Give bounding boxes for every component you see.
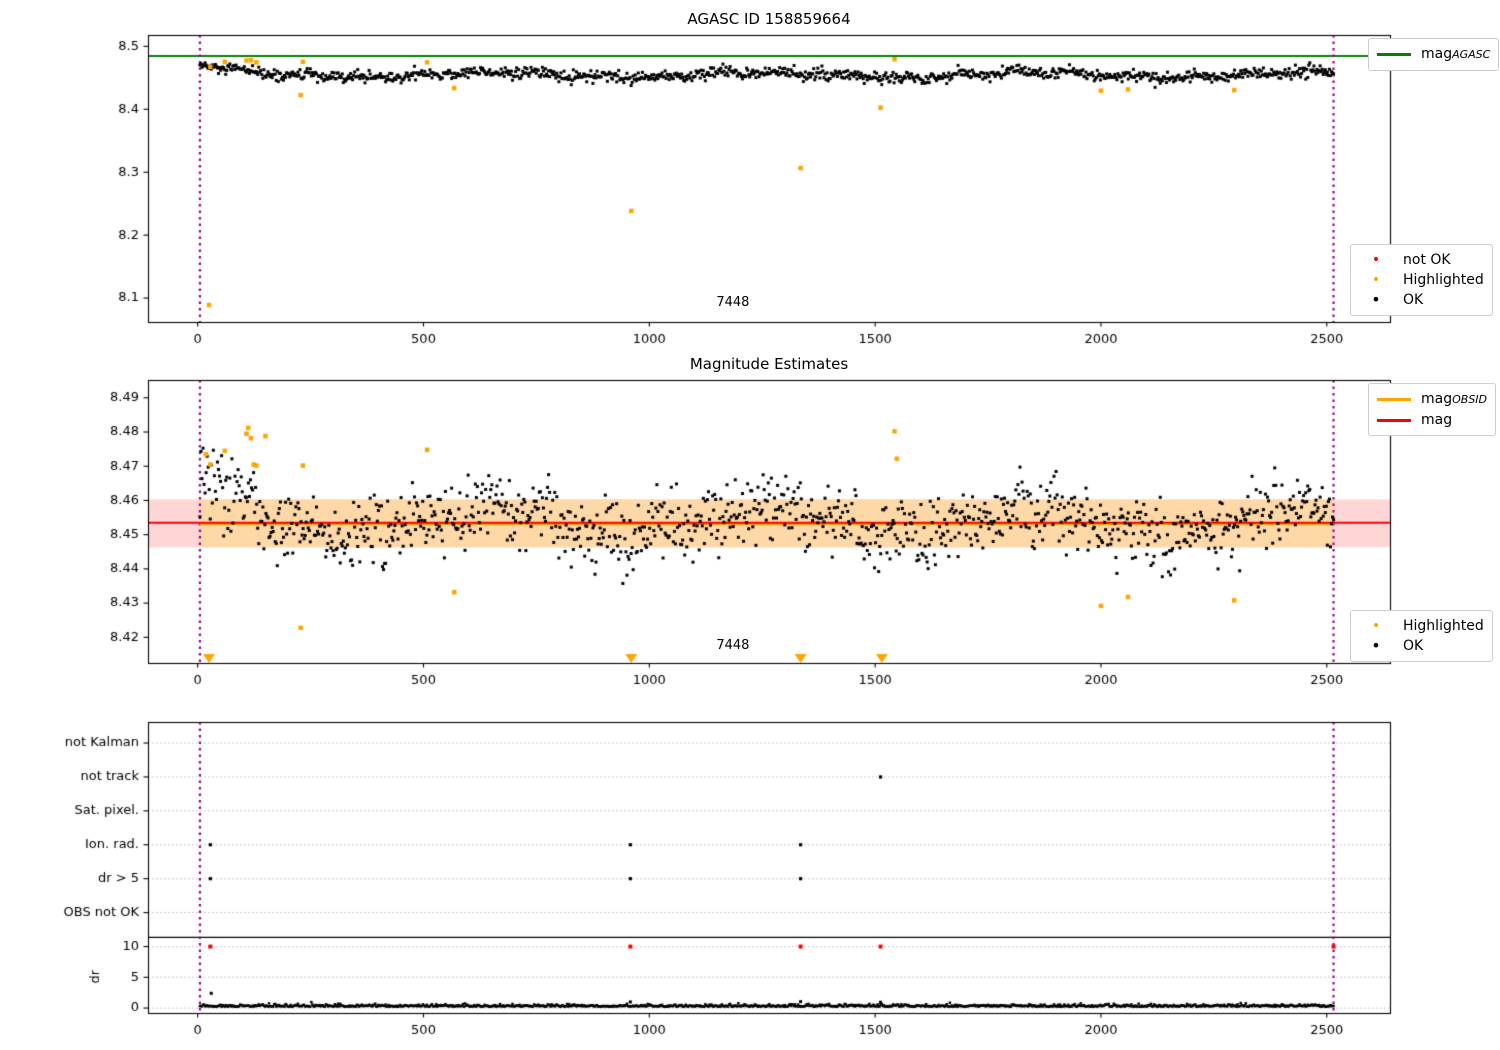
legend-middle-points[interactable]: • Highlighted • OK bbox=[1350, 610, 1493, 662]
legend-mid-lines-label-1: mag bbox=[1421, 412, 1453, 428]
legend-mid-lines-swatch-1 bbox=[1377, 418, 1411, 422]
legend-top-points[interactable]: • not OK • Highlighted • OK bbox=[1350, 244, 1493, 316]
legend-mid-pts-label-1: OK bbox=[1403, 638, 1424, 654]
legend-mag-agasc-sublabel-0: AGASC bbox=[1452, 48, 1491, 61]
legend-top-pts-label-2: OK bbox=[1403, 292, 1424, 308]
legend-top-pts-item-1: • Highlighted bbox=[1359, 270, 1484, 290]
legend-top-pts-item-2: • OK bbox=[1359, 290, 1484, 310]
legend-middle-lines[interactable]: magOBSID mag bbox=[1368, 383, 1497, 436]
legend-mag-agasc-item-0: magAGASC bbox=[1377, 44, 1490, 65]
legend-mid-lines-swatch-0 bbox=[1377, 398, 1411, 401]
obsid-annotation-middle: 7448 bbox=[716, 638, 750, 653]
legend-mid-lines-item-1: mag bbox=[1377, 410, 1487, 430]
obsid-annotation-top: 7448 bbox=[716, 295, 750, 310]
legend-top-pts-item-0: • not OK bbox=[1359, 250, 1484, 270]
legend-top-pts-label-1: Highlighted bbox=[1403, 272, 1484, 288]
top-panel-title: AGASC ID 158859664 bbox=[687, 10, 851, 28]
legend-mid-pts-item-0: • Highlighted bbox=[1359, 616, 1484, 636]
legend-mid-lines-sublabel-0: OBSID bbox=[1452, 393, 1488, 406]
legend-mid-pts-swatch-1: • bbox=[1371, 636, 1381, 655]
legend-mid-pts-swatch-0: • bbox=[1371, 618, 1381, 634]
legend-mag-agasc-label-0: magAGASC bbox=[1421, 46, 1491, 62]
legend-top-pts-swatch-1: • bbox=[1371, 272, 1381, 288]
legend-top-pts-swatch-0: • bbox=[1371, 252, 1381, 268]
legend-mid-pts-label-0: Highlighted bbox=[1403, 618, 1484, 634]
middle-panel-title: Magnitude Estimates bbox=[689, 355, 849, 373]
legend-top-line[interactable]: magAGASC bbox=[1368, 38, 1500, 71]
legend-mid-lines-label-0: magOBSID bbox=[1421, 391, 1488, 407]
legend-mag-agasc-swatch-0 bbox=[1377, 53, 1411, 56]
legend-top-pts-label-0: not OK bbox=[1403, 252, 1451, 268]
legend-mid-pts-item-1: • OK bbox=[1359, 636, 1484, 656]
legend-top-pts-swatch-2: • bbox=[1371, 290, 1381, 309]
legend-mid-lines-item-0: magOBSID bbox=[1377, 389, 1487, 410]
